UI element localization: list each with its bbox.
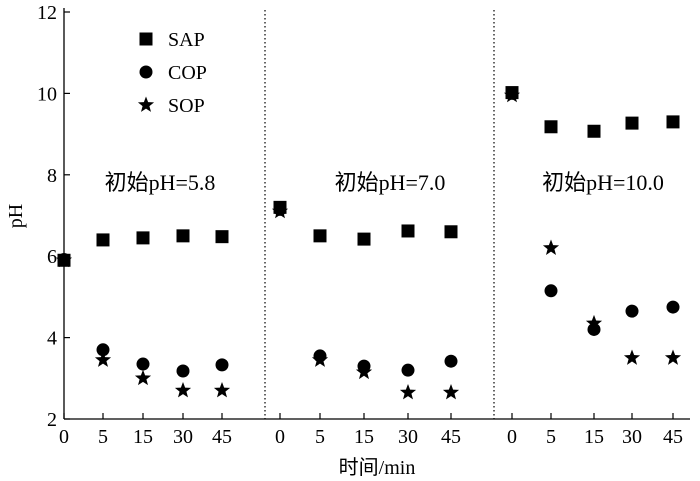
sap-point <box>625 116 639 130</box>
legend-marker-sop <box>137 96 155 112</box>
sop-point <box>585 314 603 331</box>
legend-label-sop: SOP <box>168 95 205 117</box>
x-tick-label: 5 <box>546 426 556 448</box>
sap-point <box>544 120 558 134</box>
sap-point <box>136 231 150 245</box>
x-tick-label: 0 <box>59 426 69 448</box>
y-tick-label: 6 <box>47 246 57 268</box>
sap-point <box>176 229 190 243</box>
cop-point <box>625 304 639 318</box>
x-tick-label: 45 <box>212 426 232 448</box>
cop-point <box>401 363 415 377</box>
sap-point <box>587 124 601 138</box>
sap-point <box>666 115 680 129</box>
x-tick-label: 15 <box>584 426 604 448</box>
cop-point <box>444 354 458 368</box>
sop-point <box>503 86 521 103</box>
sap-point <box>96 233 110 247</box>
sap-point <box>215 230 229 244</box>
sop-point <box>174 382 192 398</box>
x-tick-label: 5 <box>315 426 325 448</box>
x-tick-label: 45 <box>441 426 461 448</box>
y-tick-label: 4 <box>47 328 57 350</box>
sop-point <box>213 382 231 398</box>
x-axis-label: 时间/min <box>339 456 416 479</box>
panel-annotation: 初始pH=7.0 <box>335 170 446 195</box>
legend-label-cop: COP <box>168 62 207 84</box>
x-tick-label: 0 <box>507 426 517 448</box>
cop-point <box>666 300 680 314</box>
y-tick-label: 8 <box>47 165 57 187</box>
sap-point <box>401 224 415 238</box>
sop-point <box>542 239 560 255</box>
x-tick-label: 15 <box>354 426 374 448</box>
sop-point <box>94 351 112 367</box>
cop-point <box>176 364 190 378</box>
y-tick-label: 12 <box>37 2 57 24</box>
sop-point <box>55 251 73 268</box>
panel-annotation: 初始pH=10.0 <box>542 170 664 195</box>
sap-point <box>313 229 327 243</box>
sop-point <box>664 349 682 365</box>
sop-point <box>442 384 460 400</box>
sop-point <box>399 384 417 400</box>
panel-annotation: 初始pH=5.8 <box>105 170 216 195</box>
x-tick-label: 15 <box>133 426 153 448</box>
sop-point <box>134 369 152 386</box>
x-tick-label: 45 <box>663 426 683 448</box>
x-tick-label: 0 <box>275 426 285 448</box>
cop-point <box>96 343 110 357</box>
x-tick-label: 30 <box>622 426 642 448</box>
legend-marker-cop <box>139 65 153 79</box>
sop-point <box>355 363 373 380</box>
x-tick-label: 5 <box>98 426 108 448</box>
legend-label-sap: SAP <box>168 29 205 51</box>
x-tick-label: 30 <box>173 426 193 448</box>
sop-point <box>311 351 329 367</box>
sap-point <box>444 225 458 239</box>
legend-marker-sap <box>139 32 153 46</box>
sop-point <box>623 349 641 365</box>
y-axis-label: pH <box>5 204 27 228</box>
y-tick-label: 10 <box>37 83 57 105</box>
cop-point <box>215 358 229 372</box>
sop-point <box>271 202 289 219</box>
x-tick-label: 30 <box>398 426 418 448</box>
sap-point <box>357 232 371 246</box>
cop-point <box>544 284 558 298</box>
cop-point <box>136 357 150 371</box>
y-tick-label: 2 <box>47 409 57 431</box>
